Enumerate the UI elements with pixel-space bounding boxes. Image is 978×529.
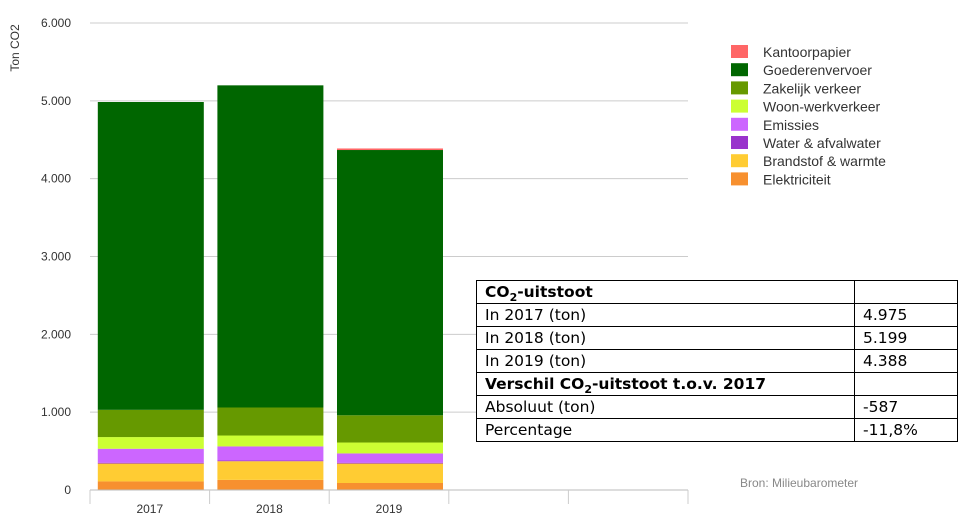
row-value: 4.388 — [854, 349, 958, 373]
bar-segment — [217, 85, 324, 408]
row-value: 5.199 — [854, 326, 958, 350]
y-axis-label: Ton CO2 — [8, 24, 22, 72]
legend-label: Goederenvervoer — [763, 62, 872, 78]
bar-segment — [217, 479, 324, 490]
legend-label: Elektriciteit — [763, 171, 831, 187]
bar-segment — [97, 462, 204, 464]
row-label: Absoluut (ton) — [476, 395, 855, 419]
y-tick-label: 2.000 — [41, 327, 71, 341]
legend-label: Emissies — [763, 117, 819, 133]
table-row: Percentage -11,8% — [476, 418, 958, 442]
table-title: CO2-uitstoot — [476, 280, 855, 304]
legend-swatch — [731, 45, 748, 58]
row-value: -11,8% — [854, 418, 958, 442]
bar-segment — [217, 435, 324, 447]
bar-segment — [97, 102, 204, 410]
legend-swatch — [731, 117, 748, 131]
table-title-empty-cell — [854, 280, 958, 304]
row-label: In 2019 (ton) — [476, 349, 855, 373]
legend-label: Zakelijk verkeer — [763, 80, 861, 96]
y-tick-label: 5.000 — [41, 94, 71, 108]
bar-segment — [337, 453, 443, 463]
bar-segment — [337, 442, 443, 454]
bar-segment — [97, 463, 204, 482]
bar-segment — [97, 437, 204, 449]
x-tick-label: 2018 — [256, 502, 283, 516]
legend-swatch — [731, 172, 748, 186]
legend-label: Kantoorpapier — [763, 44, 851, 60]
row-label: Percentage — [476, 418, 855, 442]
bar-segment — [217, 460, 324, 462]
y-tick-label: 4.000 — [41, 172, 71, 186]
bar-segment — [337, 150, 443, 416]
y-tick-label: 0 — [64, 483, 71, 497]
legend-swatch — [731, 81, 748, 95]
legend-label: Brandstof & warmte — [763, 153, 886, 169]
bar-segment — [217, 461, 324, 480]
table-section-empty-cell — [854, 372, 958, 396]
bar-segment — [97, 409, 204, 438]
table-section-header: Verschil CO2-uitstoot t.o.v. 2017 — [476, 372, 855, 396]
x-axis — [89, 489, 689, 504]
legend-label: Woon-werkverkeer — [763, 99, 881, 115]
co2-summary-table: CO2-uitstoot In 2017 (ton) 4.975 In 2018… — [476, 280, 958, 442]
bar-segment — [337, 148, 443, 151]
legend-swatch — [731, 154, 748, 168]
bar-segment — [337, 415, 443, 443]
bar-segment — [97, 481, 204, 490]
y-tick-label: 1.000 — [41, 405, 71, 419]
legend-swatch — [731, 99, 748, 113]
legend: Kantoorpapier Goederenvervoer Zakelijk ver… — [731, 44, 886, 187]
bars — [97, 85, 443, 490]
row-value: 4.975 — [854, 303, 958, 327]
table-row: In 2018 (ton) 5.199 — [476, 326, 958, 350]
y-tick-label: 3.000 — [41, 250, 71, 264]
row-label: In 2017 (ton) — [476, 303, 855, 327]
x-tick-label: 2017 — [136, 502, 163, 516]
table-row: In 2019 (ton) 4.388 — [476, 349, 958, 373]
bar-segment — [97, 448, 204, 463]
bar-segment — [337, 482, 443, 490]
source-note: Bron: Milieubarometer — [740, 476, 858, 490]
row-value: -587 — [854, 395, 958, 419]
legend-swatch — [731, 136, 748, 149]
bar-segment — [217, 407, 324, 436]
table-row: In 2017 (ton) 4.975 — [476, 303, 958, 327]
bar-segment — [337, 462, 443, 464]
legend-swatch — [731, 63, 748, 77]
y-axis-ticks: 0 1.000 2.000 3.000 4.000 5.000 6.000 — [41, 16, 71, 497]
x-axis-ticks: 2017 2018 2019 — [136, 502, 402, 516]
x-tick-label: 2019 — [376, 502, 403, 516]
table-row: Absoluut (ton) -587 — [476, 395, 958, 419]
y-tick-label: 6.000 — [41, 16, 71, 30]
row-label: In 2018 (ton) — [476, 326, 855, 350]
bar-segment — [337, 463, 443, 483]
table-title-row: CO2-uitstoot — [476, 280, 958, 304]
legend-label: Water & afvalwater — [763, 135, 881, 151]
table-section-header-row: Verschil CO2-uitstoot t.o.v. 2017 — [476, 372, 958, 396]
bar-segment — [217, 446, 324, 461]
